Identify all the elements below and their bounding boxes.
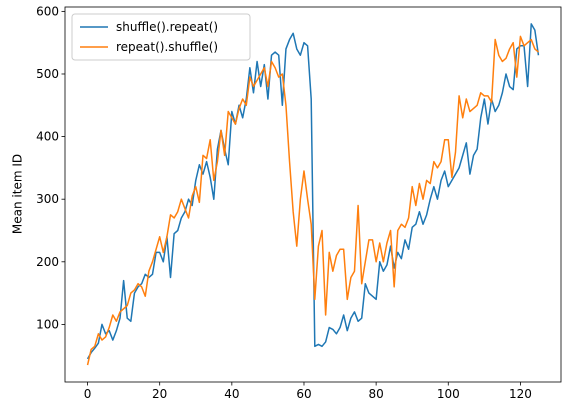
y-tick-label: 200: [36, 255, 59, 269]
x-tick-label: 120: [509, 387, 532, 401]
legend-label: repeat().shuffle(): [116, 40, 218, 54]
x-tick-label: 100: [437, 387, 460, 401]
x-tick-label: 20: [152, 387, 167, 401]
axes-frame: [64, 6, 562, 383]
data-line: [86, 35, 539, 366]
y-tick-label: 600: [36, 4, 59, 18]
y-axis-label: Mean item ID: [11, 154, 25, 234]
legend-label: shuffle().repeat(): [116, 20, 218, 34]
x-tick-label: 40: [224, 387, 239, 401]
y-tick-label: 300: [36, 192, 59, 206]
x-tick-label: 0: [84, 387, 92, 401]
x-tick-label: 80: [368, 387, 383, 401]
legend-box: [71, 13, 251, 61]
legend: shuffle().repeat() repeat().shuffle(): [71, 13, 251, 61]
data-line: [86, 23, 540, 360]
y-tick-label: 100: [36, 317, 59, 331]
y-tick-label: 400: [36, 130, 59, 144]
y-tick-label: 500: [36, 67, 59, 81]
x-tick-label: 60: [296, 387, 311, 401]
